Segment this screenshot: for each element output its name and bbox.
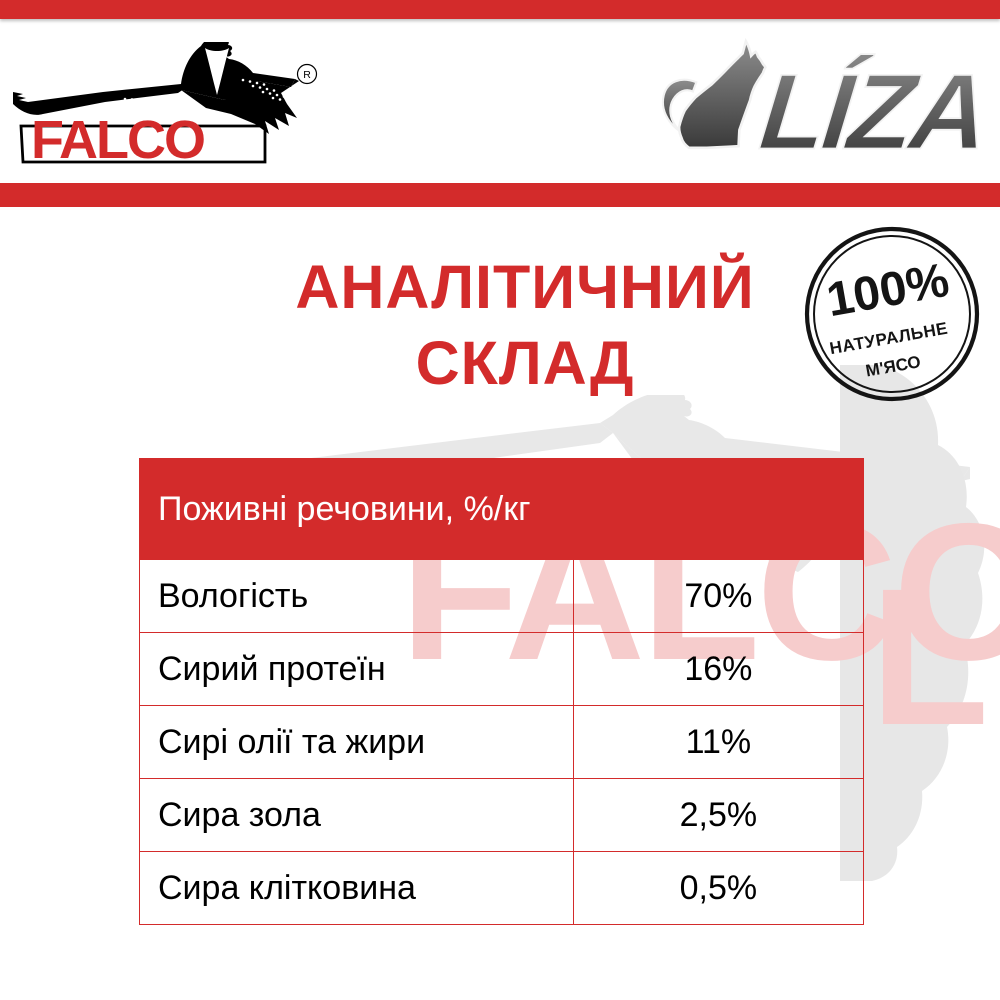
svg-text:R: R <box>303 69 311 81</box>
svg-text:М'ЯСО: М'ЯСО <box>864 352 922 380</box>
svg-text:FALCO: FALCO <box>31 110 204 164</box>
svg-text:100%: 100% <box>823 254 953 328</box>
svg-text:LÍZA: LÍZA <box>755 52 991 165</box>
